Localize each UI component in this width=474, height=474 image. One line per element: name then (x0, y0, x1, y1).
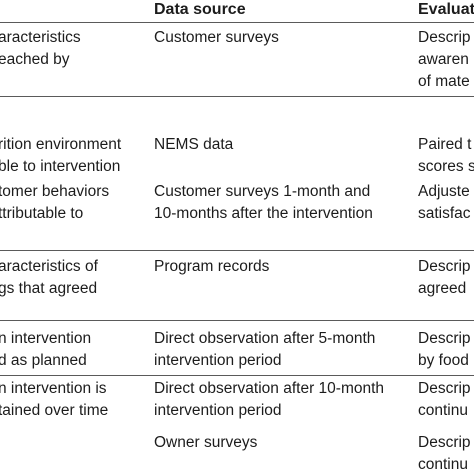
header-evaluation: Evaluat (418, 1, 474, 18)
row-1-data-source: NEMS data (154, 136, 234, 153)
row-4-data-source: Direct observation after 5-month interve… (154, 330, 376, 369)
row-1-outcome: rition environment ble to intervention (0, 136, 122, 175)
row-4-outcome: n intervention d as planned (0, 330, 92, 369)
header-data-source: Data source (154, 1, 246, 18)
row-5-evaluation: Descrip continu (418, 380, 471, 419)
row-4-evaluation: Descrip by food (418, 330, 471, 369)
row-3-outcome: aracteristics of gs that agreed (0, 258, 98, 297)
row-2-evaluation: Adjuste satisfac (418, 183, 471, 222)
row-divider (0, 96, 474, 97)
row-divider (0, 320, 474, 321)
row-1-evaluation: Paired t scores s (418, 136, 474, 175)
row-3-evaluation: Descrip agreed (418, 258, 471, 297)
row-0-evaluation: Descrip awaren of mate (418, 29, 471, 90)
row-3-data-source: Program records (154, 258, 270, 275)
row-divider (0, 250, 474, 251)
row-5-data-source: Direct observation after 10-month interv… (154, 380, 385, 419)
header-rule (0, 22, 474, 23)
row-2-outcome: tomer behaviors ttributable to (0, 183, 110, 222)
row-6-evaluation: Descrip continu (418, 434, 471, 473)
row-divider (0, 375, 474, 376)
row-0-data-source: Customer surveys (154, 29, 279, 46)
row-6-data-source: Owner surveys (154, 434, 258, 451)
row-2-data-source: Customer surveys 1-month and 10-months a… (154, 183, 373, 222)
row-5-outcome: n intervention is tained over time (0, 380, 109, 419)
row-0-outcome: aracteristics eached by (0, 29, 81, 68)
